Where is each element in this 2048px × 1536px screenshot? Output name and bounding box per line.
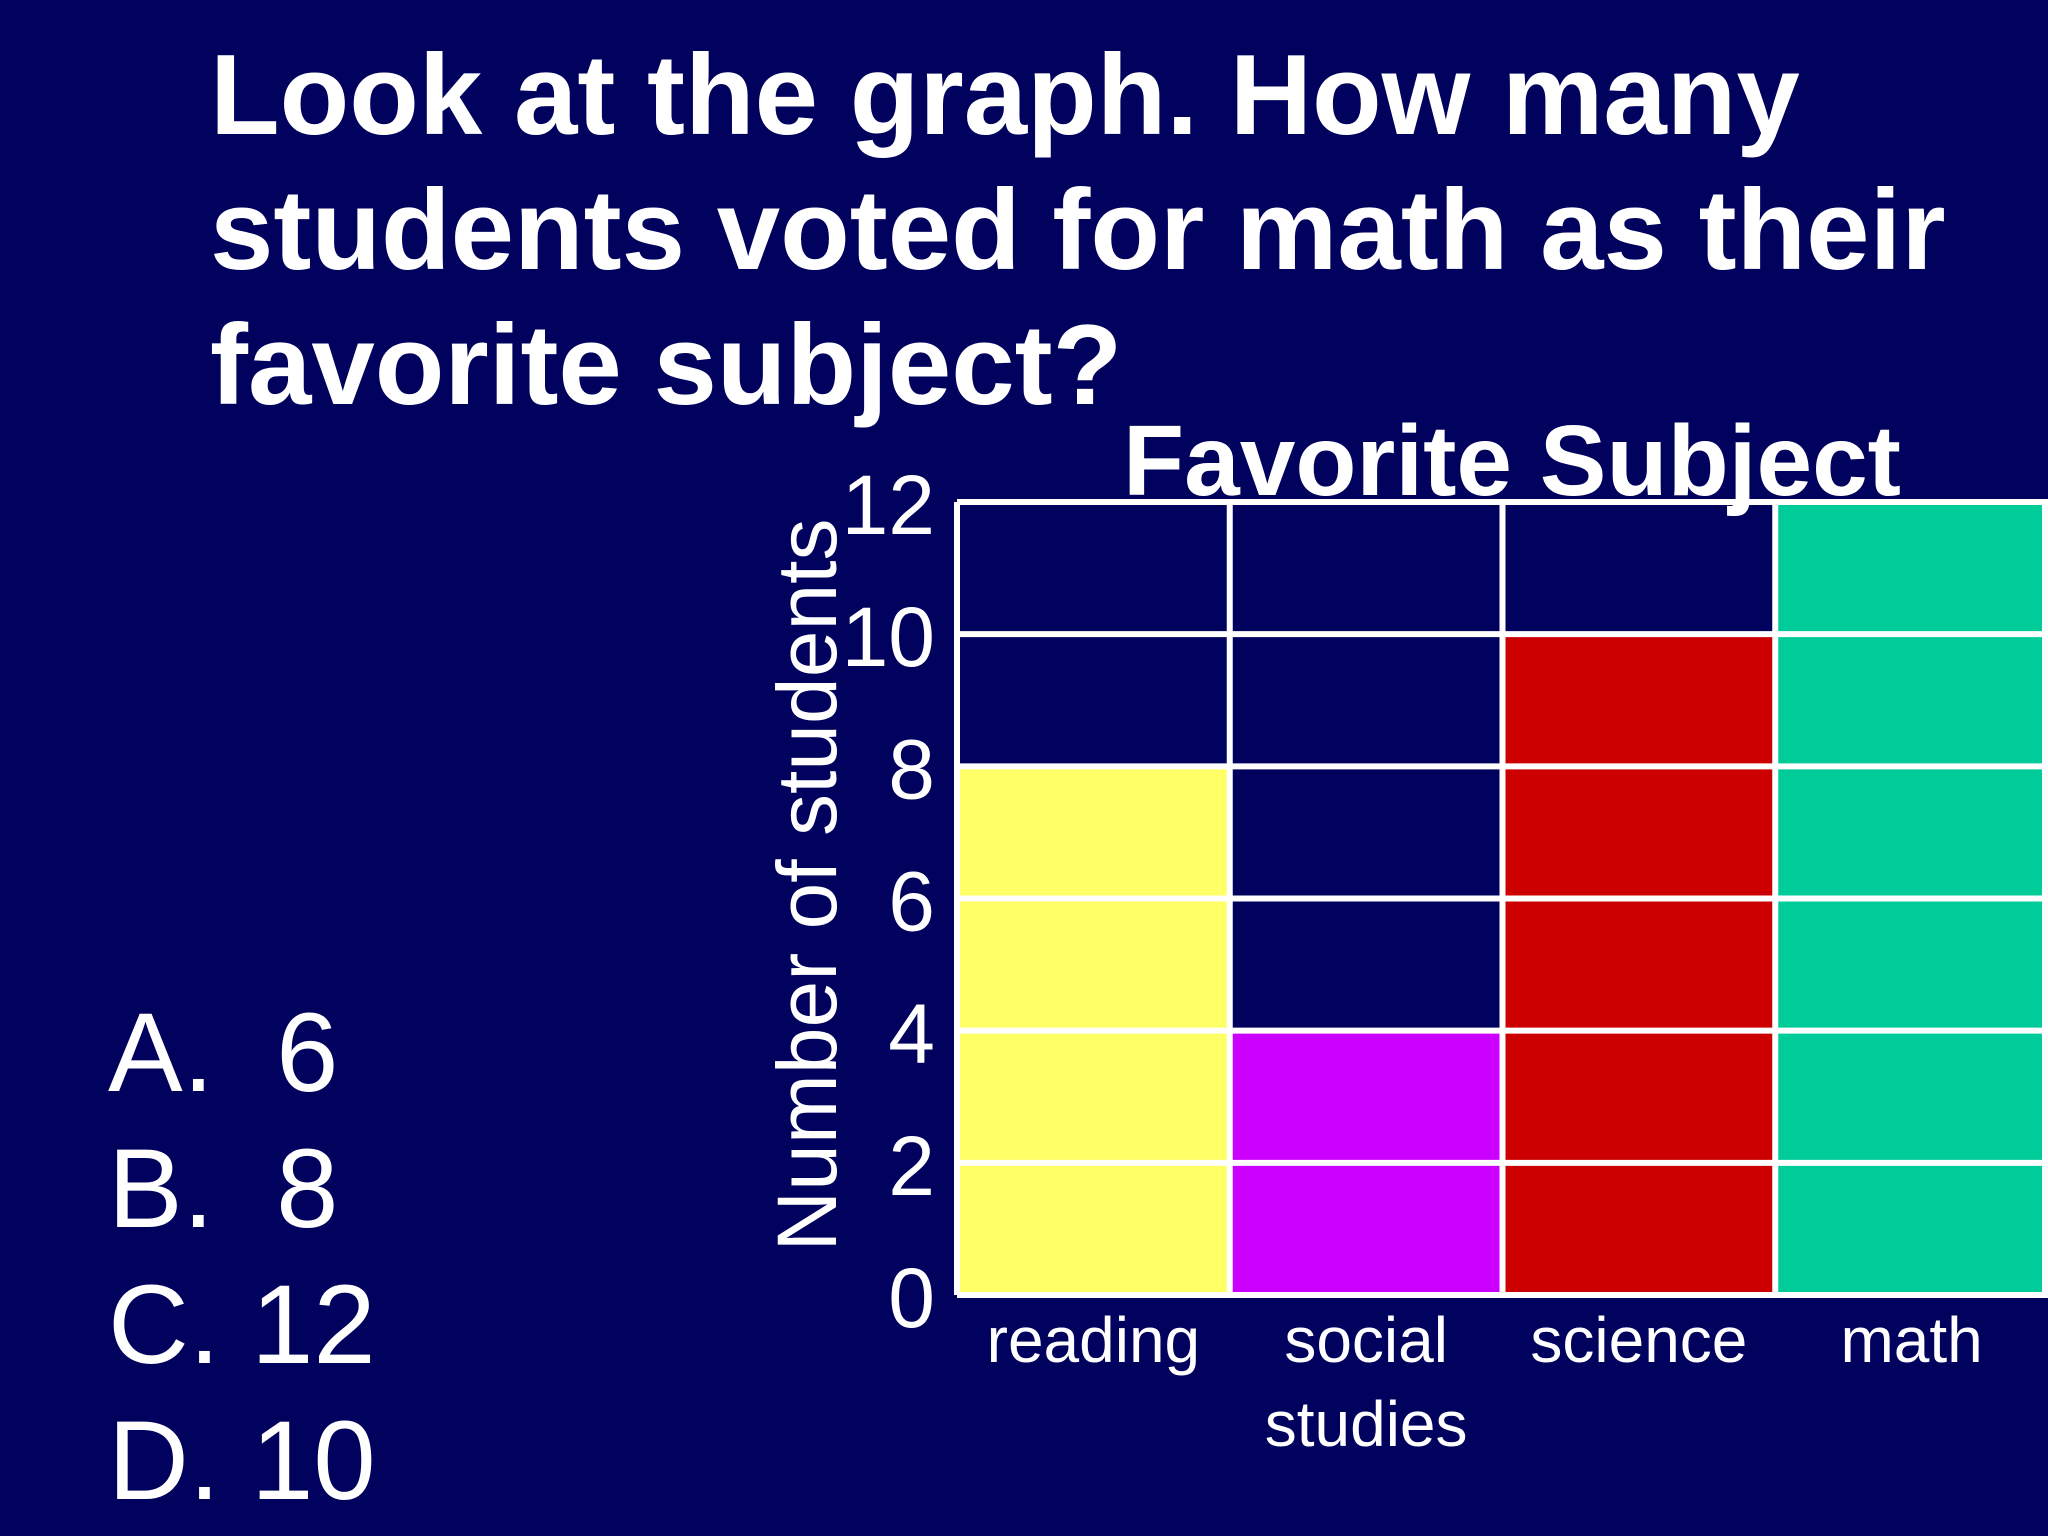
question-line-3: favorite subject? [210,302,1123,429]
question-line-2: students voted for math as their [210,167,1946,294]
question-line-1: Look at the graph. How many [210,32,1800,159]
x-tick-label-social-studies: social studies [1265,1304,1468,1460]
question-text: Look at the graph. How many students vot… [210,28,2010,433]
answer-a-letter: A. [108,990,214,1115]
y-tick-label-12: 12 [842,458,935,552]
y-tick-label-8: 8 [888,722,935,816]
answer-c-value: 12 [251,1262,376,1387]
y-axis-label: Number of students [760,518,854,1251]
bar-science [1502,634,1776,1295]
answer-b[interactable]: B. 8 [108,1121,376,1257]
x-tick-label-line: studies [1265,1388,1468,1460]
x-tick-label-line: reading [987,1304,1201,1376]
answer-c[interactable]: C. 12 [108,1257,376,1393]
answer-d[interactable]: D. 10 [108,1393,376,1529]
x-tick-label-line: social [1284,1304,1448,1376]
answer-c-letter: C. [108,1262,220,1387]
x-tick-label-math: math [1840,1304,1982,1376]
x-tick-label-science: science [1530,1304,1747,1376]
y-tick-label-6: 6 [888,855,935,949]
x-tick-label-line: math [1840,1304,1982,1376]
answer-a-value: 6 [276,990,339,1115]
answer-d-letter: D. [108,1398,220,1523]
x-tick-label-reading: reading [987,1304,1201,1376]
y-tick-label-2: 2 [888,1119,935,1213]
answer-d-value: 10 [251,1398,376,1523]
answer-b-letter: B. [108,1126,214,1251]
y-tick-label-0: 0 [888,1251,935,1345]
y-tick-label-4: 4 [888,987,935,1081]
answer-a[interactable]: A. 6 [108,985,376,1121]
y-tick-label-10: 10 [842,590,935,684]
answer-b-value: 8 [276,1126,339,1251]
x-tick-label-line: science [1530,1304,1747,1376]
chart-title: Favorite Subject [1123,405,1901,517]
answer-choices: A. 6 B. 8 C. 12 D. 10 [108,985,376,1529]
